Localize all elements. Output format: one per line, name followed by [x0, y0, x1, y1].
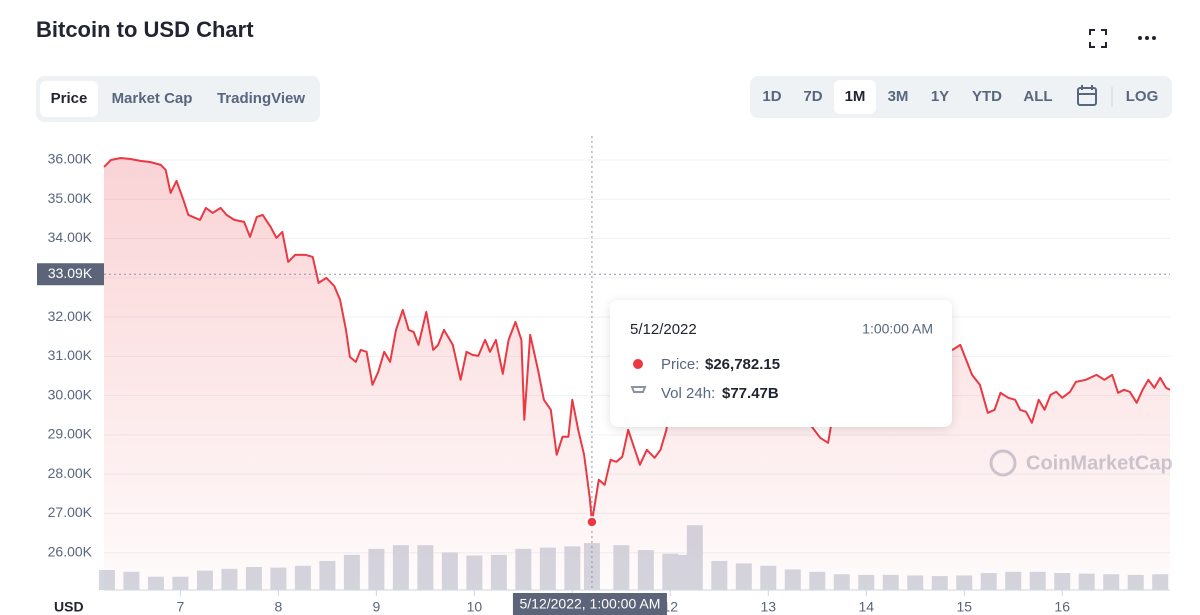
tab[interactable]: TradingView [217, 90, 305, 107]
calendar-body [1077, 87, 1097, 106]
tooltip-volume-label: Vol 24h: [661, 385, 715, 402]
tooltip-volume-icon [630, 386, 647, 393]
range-button[interactable]: 1Y [931, 88, 949, 105]
y-unit-label: USD [54, 599, 84, 615]
crosshair-x-label-bg [512, 593, 667, 615]
range-button[interactable]: ALL [1023, 88, 1052, 105]
tooltip-price: $26,782.15 [705, 356, 780, 373]
tab[interactable]: Price [51, 90, 88, 107]
y-tick-label: 27.00K [48, 504, 93, 520]
calendar-icon[interactable] [1077, 85, 1097, 106]
y-tick-label: 36.00K [48, 151, 93, 167]
tooltip-price-dot [633, 359, 643, 369]
tooltip-date: 5/12/2022 [630, 321, 697, 338]
plot: 26.00K 27.00K 28.00K 29.00K 30.00K 31.00K 32.0… [37, 136, 1173, 615]
x-tick-label: 8 [275, 599, 283, 615]
y-tick-label: 28.00K [48, 465, 93, 481]
range-button[interactable]: 3M [888, 88, 909, 105]
range-button[interactable]: 1M [845, 88, 866, 105]
x-tick-label: 13 [761, 599, 777, 615]
log-button[interactable]: LOG [1126, 88, 1159, 105]
x-tick-label: 14 [858, 599, 874, 615]
range-button[interactable]: 1D [762, 88, 781, 105]
x-tick-label: 9 [372, 599, 380, 615]
crosshair-y-label-bg [37, 263, 104, 286]
tooltip: 5/12/2022 1:00:00 AM Price: $26,782.15 Vol 2… [610, 300, 952, 427]
price-line [103, 157, 1171, 523]
crosshair-y-label: 33.09K [48, 265, 93, 281]
tooltip-price-label: Price: [661, 356, 699, 373]
price-area [104, 158, 1170, 590]
fullscreen-icon[interactable] [1089, 29, 1107, 48]
range-button[interactable]: YTD [972, 88, 1002, 105]
range-button[interactable]: 7D [803, 88, 822, 105]
range-active-bg [834, 80, 876, 114]
x-tick-label: 16 [1054, 599, 1070, 615]
y-tick-label: 29.00K [48, 426, 93, 442]
tooltip-time: 1:00:00 AM [862, 321, 933, 337]
page-title: Bitcoin to USD Chart [36, 17, 254, 42]
y-tick-label: 26.00K [48, 543, 93, 559]
y-tick-label: 32.00K [48, 308, 93, 324]
x-tick-label: 15 [956, 599, 972, 615]
hover-point [586, 516, 598, 528]
y-tick-label: 31.00K [48, 347, 93, 363]
tab-active-bg [40, 81, 98, 117]
tooltip-volume: $77.47B [722, 385, 779, 402]
y-tick-label: 34.00K [48, 229, 93, 245]
y-tick-label: 30.00K [48, 386, 93, 402]
tab-bar [36, 76, 320, 122]
y-tick-label: 35.00K [48, 190, 93, 206]
controls: Price Market Cap TradingView 1D 7D 1M 3M 1Y YTD A… [40, 80, 1158, 117]
more-icon[interactable] [1138, 36, 1156, 40]
calendar-lines [1078, 85, 1096, 95]
tab[interactable]: Market Cap [112, 90, 193, 107]
x-tick-label: 10 [467, 599, 483, 615]
tooltip-box [610, 300, 952, 427]
x-tick-label: 7 [177, 599, 185, 615]
crosshair-x-label: 5/12/2022, 1:00:00 AM [519, 596, 660, 612]
